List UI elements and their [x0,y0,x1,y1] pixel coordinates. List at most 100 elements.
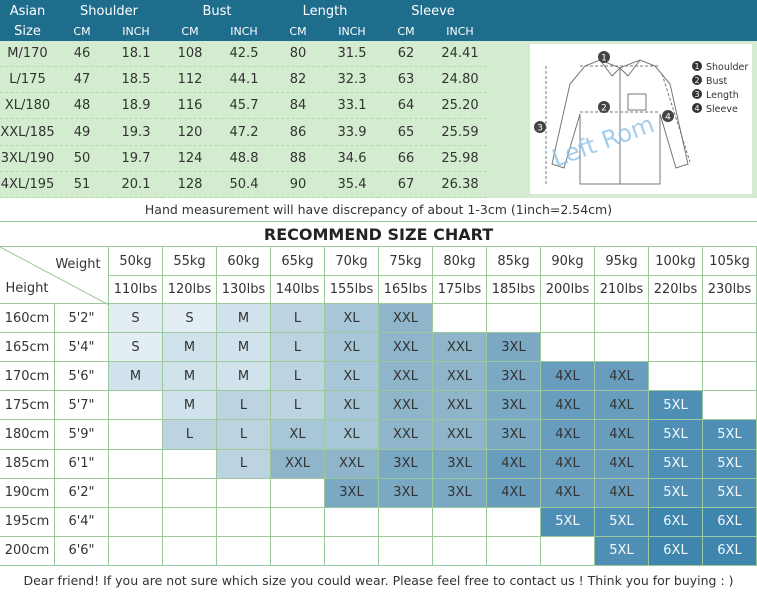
chart-title: RECOMMEND SIZE CHART [263,224,494,244]
shirt [545,59,691,185]
size-cell: XXL [379,391,433,421]
size-table-cell: 19.7 [109,146,163,172]
size-table-cell: 84 [271,93,325,120]
size-table-cell: 48.8 [217,146,271,172]
size-cell: 6XL [703,507,757,537]
header-cell: Length [302,3,348,19]
size-table-cell: 46 [55,41,109,68]
size-table-cell: 35.4 [325,172,379,198]
header-cell: Asian [9,3,46,19]
size-cell [703,362,757,392]
cm-cell: 175cm [0,391,55,421]
size-cell: 3XL [325,478,379,508]
kg-cell: 80kg [433,246,487,276]
size-table-cell: 47.2 [217,120,271,146]
legend-number: 1 [694,62,699,71]
size-cell [703,391,757,421]
ft-cell: 5'4" [55,333,109,363]
size-cell [703,304,757,334]
size-cell [649,304,703,334]
size-cell: 4XL [541,362,595,392]
size-table-cell: 19.3 [109,120,163,146]
ft-cell: 6'1" [55,449,109,479]
size-cell: 4XL [595,420,649,450]
size-cell [109,449,163,479]
legend-number: 2 [694,76,699,85]
size-cell [109,536,163,566]
lbs-cell: 210lbs [595,276,649,304]
footer: Dear friend! If you are not sure which s… [23,573,734,588]
size-cell: 3XL [433,449,487,479]
corner-cell [0,246,109,305]
size-cell: 4XL [541,478,595,508]
marker-dot [534,121,546,133]
size-cell: 3XL [487,362,541,392]
kg-cell: 85kg [487,246,541,276]
diagonal-line [0,247,109,305]
size-cell: XL [325,420,379,450]
lbs-cell: 130lbs [217,276,271,304]
header-cell: Shoulder [80,3,138,19]
size-cell [379,507,433,537]
size-cell: 6XL [703,536,757,566]
lbs-cell: 140lbs [271,276,325,304]
lbs-cell: 110lbs [109,276,163,304]
size-table-cell: 48 [55,93,109,120]
size-cell: 4XL [595,478,649,508]
size-cell [109,391,163,421]
kg-cell: 65kg [271,246,325,276]
cm-cell: 160cm [0,304,55,334]
legend-label: Sleeve [706,104,738,115]
size-cell: L [217,391,271,421]
ft-cell: 6'6" [55,536,109,566]
size-table-cell: 25.59 [433,120,487,146]
height-label: Height [5,280,49,296]
marker-number: 1 [601,54,607,64]
cm-cell: 180cm [0,420,55,450]
kg-cell: 75kg [379,246,433,276]
kg-cell: 60kg [217,246,271,276]
size-cell: L [271,304,325,334]
cm-cell: 170cm [0,362,55,392]
size-cell [487,536,541,566]
size-table-cell: 20.1 [109,172,163,198]
size-table-cell: 124 [163,146,217,172]
size-table-cell: 18.5 [109,67,163,94]
size-cell: 4XL [595,362,649,392]
size-table-cell: 64 [379,93,433,120]
header-band [0,0,757,41]
legend-label: Length [706,90,739,101]
size-cell [163,449,217,479]
kg-cell: 50kg [109,246,163,276]
size-cell: XXL [433,391,487,421]
size-table-cell: 86 [271,120,325,146]
size-table-cell: 34.6 [325,146,379,172]
size-cell: 5XL [703,449,757,479]
kg-cell: 95kg [595,246,649,276]
size-cell: XXL [433,333,487,363]
size-table-cell: XL/180 [0,93,55,120]
size-table-cell: 3XL/190 [0,146,55,172]
size-cell: XXL [325,449,379,479]
subheader-cell: CM [397,25,415,38]
size-table-cell: 51 [55,172,109,198]
size-table-cell: 25.20 [433,93,487,120]
ft-cell: 5'7" [55,391,109,421]
size-table-cell: 33.1 [325,93,379,120]
cm-cell: 190cm [0,478,55,508]
size-cell: 4XL [487,449,541,479]
legend-number: 3 [694,90,699,99]
size-cell: XL [325,362,379,392]
subheader-cell: CM [73,25,91,38]
note: Hand measurement will have discrepancy o… [0,198,757,222]
size-table-cell: 31.5 [325,41,379,68]
weight-label: Weight [55,256,101,272]
size-cell [163,478,217,508]
size-cell: 4XL [541,449,595,479]
size-table-cell: 90 [271,172,325,198]
size-cell: XL [325,333,379,363]
size-cell: XXL [379,420,433,450]
lbs-cell: 165lbs [379,276,433,304]
size-cell: L [271,333,325,363]
